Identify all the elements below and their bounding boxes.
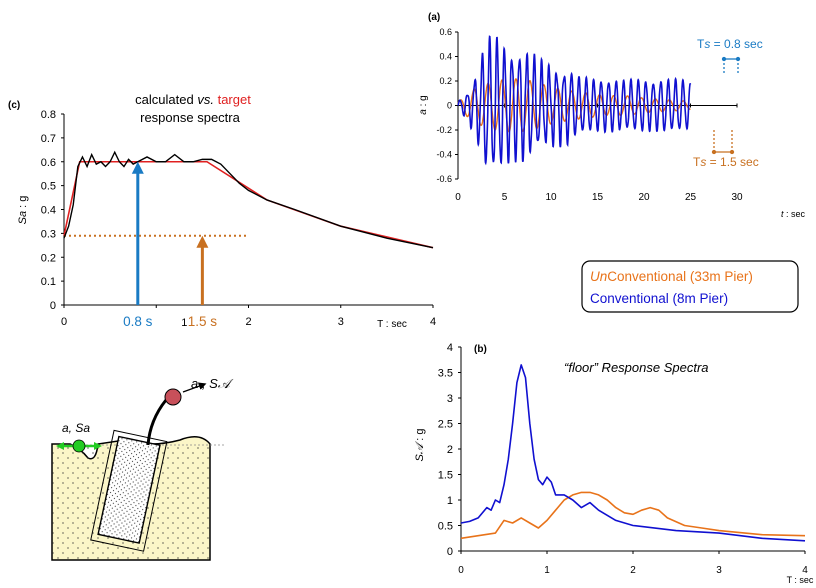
b-ytick-label: 0 xyxy=(447,546,453,558)
b-xtick-label: 0 xyxy=(458,565,464,576)
b-ytick-label: 1.5 xyxy=(438,470,453,482)
c-xtick-label: 2 xyxy=(245,316,251,328)
ground-arrow-right xyxy=(94,442,102,450)
a-ytick-label: -0.4 xyxy=(436,150,452,160)
panel-c-response-spectra: (c) calculated vs. target response spect… xyxy=(8,92,436,330)
c-xtick-label: 4 xyxy=(430,316,436,328)
ground-label: a, Sa xyxy=(62,421,90,435)
c-xtick-label: 3 xyxy=(338,316,344,328)
a-xtick-label: 5 xyxy=(502,192,508,203)
c-ytick-label: 0.7 xyxy=(41,133,56,145)
top-label: a , S𝒜 xyxy=(191,376,234,391)
b-ylabel: S𝒜 : g xyxy=(414,428,426,461)
b-xlabel: T : sec xyxy=(787,575,814,585)
c-marker-label-1: 1.5 s xyxy=(188,314,218,329)
a-ytick-label: 0.6 xyxy=(439,27,452,37)
c-ytick-label: 0.2 xyxy=(41,252,56,264)
b-xtick-label: 4 xyxy=(802,565,808,576)
a-xtick-label: 25 xyxy=(685,192,697,203)
a-ytick-label: 0 xyxy=(447,101,452,111)
a-ytick-label: -0.2 xyxy=(436,125,452,135)
ground-ball xyxy=(72,439,86,453)
panel-b-title: “floor” Response Spectra xyxy=(564,360,709,375)
b-xtick-label: 3 xyxy=(716,565,722,576)
b-ytick-label: 1 xyxy=(447,495,453,507)
c-ytick-label: 0 xyxy=(50,300,56,312)
c-ytick-label: 0.5 xyxy=(41,181,56,193)
c-ytick-label: 0.8 xyxy=(41,109,56,121)
panel-c-title-line2: response spectra xyxy=(140,110,240,125)
panel-b-label: (b) xyxy=(474,344,487,355)
a-xtick-label: 15 xyxy=(592,192,604,203)
b-ytick-label: 3.5 xyxy=(438,368,453,380)
ts-08-bracket xyxy=(721,56,741,73)
a-xtick-label: 10 xyxy=(545,192,557,203)
c-marker-arrowhead-0 xyxy=(131,161,144,174)
b-ytick-label: 4 xyxy=(447,342,453,354)
c-calculated-line xyxy=(63,150,434,249)
c-ylabel: Sa : g xyxy=(17,196,29,225)
a-ytick-label: 0.4 xyxy=(439,52,452,62)
a-xlabel: t : sec xyxy=(781,209,806,219)
c-ytick-label: 0.1 xyxy=(41,276,56,288)
b-ytick-label: 2.5 xyxy=(438,419,453,431)
top-mass xyxy=(164,388,182,406)
c-ytick-label: 0.3 xyxy=(41,228,56,240)
b-series-conventional xyxy=(460,364,806,542)
pier xyxy=(90,429,168,552)
legend-box: UnConventional (33m Pier) Conventional (… xyxy=(581,260,799,313)
top-arrow xyxy=(182,382,207,393)
ts-08-annotation: Ts = 0.8 sec xyxy=(697,37,763,51)
panel-b-floor-spectra: (b) “floor” Response Spectra 0 0.5 1 1.5 2 2.… xyxy=(414,342,814,585)
panel-c-title-line1: calculated vs. target xyxy=(135,92,251,107)
a-ylabel: a : g xyxy=(418,95,429,114)
b-ytick-label: 2 xyxy=(447,444,453,456)
ground-arrow-left xyxy=(56,442,64,450)
ts-15-bracket xyxy=(711,130,735,155)
c-xtick-label: 0 xyxy=(61,316,67,328)
ts-15-annotation: Ts = 1.5 sec xyxy=(693,155,759,169)
pier-sketch: a , S𝒜 a, Sa xyxy=(51,376,234,561)
c-ytick-label: 0.4 xyxy=(41,205,56,217)
a-xtick-label: 0 xyxy=(455,192,461,203)
c-ytick-label: 0.6 xyxy=(41,157,56,169)
b-xtick-label: 1 xyxy=(544,565,550,576)
c-marker-label-0: 0.8 s xyxy=(123,314,153,329)
b-xtick-label: 2 xyxy=(630,565,636,576)
c-xtick-label: 1 xyxy=(181,317,187,329)
legend-conventional: Conventional (8m Pier) xyxy=(590,291,728,306)
a-xtick-label: 30 xyxy=(731,192,743,203)
panel-a-time-history: (a) -0.6 -0.4 -0.2 0 0.2 0.4 0.6 0 5 10 15 20 25 30 t … xyxy=(418,12,806,219)
pier-column xyxy=(146,399,168,446)
panel-c-label: (c) xyxy=(8,100,20,111)
b-ytick-label: 0.5 xyxy=(438,521,453,533)
b-series-unconventional xyxy=(460,491,806,540)
c-marker-arrowhead-1 xyxy=(196,235,209,248)
legend-unconventional: UnConventional (33m Pier) xyxy=(590,269,753,284)
b-ytick-label: 3 xyxy=(447,393,453,405)
panel-a-label: (a) xyxy=(428,12,440,23)
c-xlabel: T : sec xyxy=(377,319,407,330)
a-ytick-label: -0.6 xyxy=(436,174,452,184)
a-xtick-label: 20 xyxy=(638,192,650,203)
a-series-conventional xyxy=(457,35,692,166)
a-ytick-label: 0.2 xyxy=(439,76,452,86)
